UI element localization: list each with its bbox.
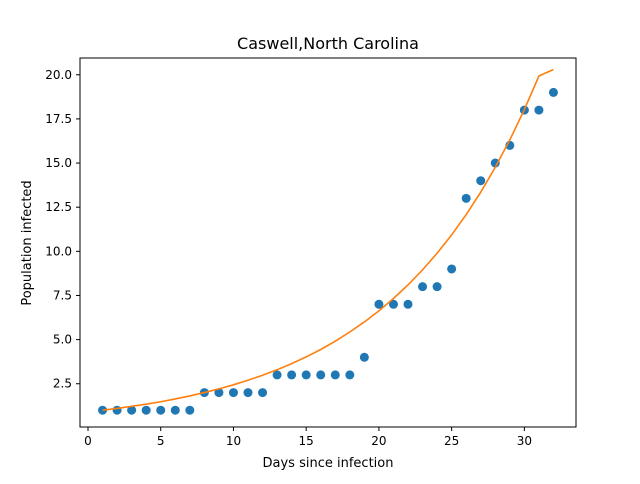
y-tick-label: 7.5 [53, 288, 72, 302]
data-point [548, 87, 558, 97]
x-tick-label: 5 [157, 434, 165, 448]
x-axis-label: Days since infection [263, 456, 394, 471]
data-point [272, 370, 282, 380]
y-tick-label: 5.0 [53, 333, 72, 347]
data-point [432, 282, 442, 292]
data-point [330, 370, 340, 380]
data-point [476, 176, 486, 186]
x-tick-label: 0 [84, 434, 92, 448]
data-point [98, 405, 108, 415]
data-point [258, 388, 268, 398]
data-point [156, 405, 166, 415]
y-tick-label: 2.5 [53, 377, 72, 391]
data-point [345, 370, 355, 380]
data-point [490, 158, 500, 168]
plot-marks [98, 68, 558, 415]
y-tick-label: 15.0 [45, 156, 72, 170]
data-point [316, 370, 326, 380]
data-point [127, 405, 137, 415]
data-point [447, 264, 457, 274]
data-point [359, 352, 369, 362]
data-point [141, 405, 151, 415]
data-point [534, 105, 544, 115]
x-tick-label: 25 [444, 434, 459, 448]
data-point [403, 299, 413, 309]
y-tick-label: 10.0 [45, 244, 72, 258]
data-point [170, 405, 180, 415]
data-point [243, 388, 253, 398]
y-tick-label: 12.5 [45, 200, 72, 214]
data-point [418, 282, 428, 292]
data-point [112, 405, 122, 415]
x-tick-label: 10 [226, 434, 241, 448]
data-point [301, 370, 311, 380]
x-tick-label: 20 [371, 434, 386, 448]
y-axis-ticks: 2.5 5.0 7.5 10.0 12.5 15.0 17.5 20.0 [45, 68, 80, 391]
x-tick-label: 30 [517, 434, 532, 448]
fit-curve-line [102, 68, 554, 412]
chart-title: Caswell,North Carolina [237, 34, 419, 53]
y-tick-label: 20.0 [45, 68, 72, 82]
data-point [287, 370, 297, 380]
data-point [461, 193, 471, 203]
y-tick-label: 17.5 [45, 112, 72, 126]
data-point [374, 299, 384, 309]
y-axis-label: Population infected [20, 180, 35, 305]
data-point [214, 388, 224, 398]
data-point [228, 388, 238, 398]
data-point [185, 405, 195, 415]
x-tick-label: 15 [299, 434, 314, 448]
axes-frame [79, 57, 577, 428]
x-axis-ticks: 0 5 10 15 20 25 30 [84, 427, 532, 448]
data-point [388, 299, 398, 309]
